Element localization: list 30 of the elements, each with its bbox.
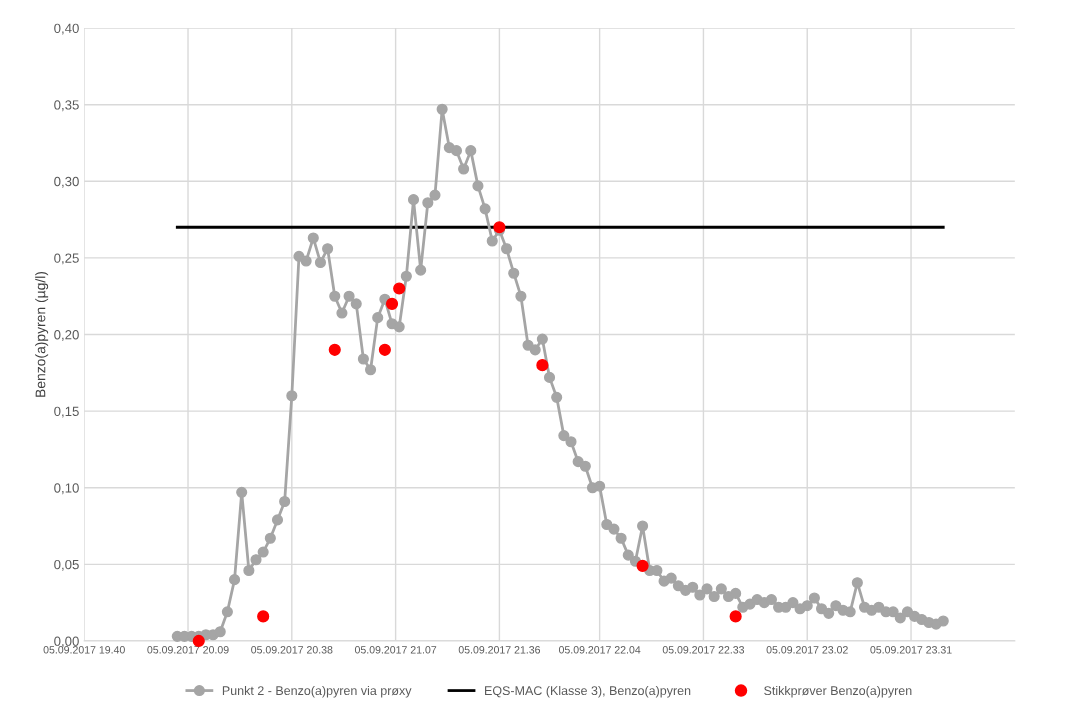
x-tick-label: 05.09.2017 21.36 — [458, 646, 541, 654]
point — [729, 610, 742, 623]
x-tick-label: 05.09.2017 21.07 — [354, 646, 437, 654]
point — [636, 559, 649, 572]
x-tick-label: 05.09.2017 23.31 — [870, 646, 952, 654]
legend-label: Stikkprøver Benzo(a)pyren — [764, 685, 912, 698]
point — [378, 343, 391, 356]
x-tick-label: 05.09.2017 22.33 — [662, 646, 745, 654]
x-tick-label: 05.09.2017 19.40 — [43, 646, 125, 654]
point — [328, 343, 341, 356]
y-tick-label: 0,05 — [54, 559, 79, 571]
y-tick-label: 0,35 — [54, 100, 79, 112]
x-tick-label: 05.09.2017 20.09 — [147, 646, 229, 654]
y-axis-title: Benzo(a)pyren (µg/l) — [35, 271, 49, 397]
legend-label: EQS-MAC (Klasse 3), Benzo(a)pyren — [485, 685, 691, 698]
x-tick-label: 05.09.2017 20.38 — [251, 646, 333, 654]
legend-label: Punkt 2 - Benzo(a)pyren via prøxy — [222, 685, 412, 698]
point — [257, 610, 270, 623]
y-tick-label: 0,25 — [54, 253, 79, 265]
y-tick-label: 0,15 — [54, 406, 79, 418]
y-tick-label: 0,00 — [54, 636, 79, 648]
x-tick-label: 05.09.2017 23.02 — [766, 646, 848, 654]
y-tick-label: 0,30 — [54, 176, 79, 188]
point — [536, 359, 549, 372]
point — [393, 282, 406, 295]
y-tick-label: 0,20 — [54, 330, 79, 341]
x-tick-label: 05.09.2017 22.04 — [558, 646, 641, 654]
y-tick-label: 0,40 — [54, 23, 79, 35]
point — [385, 297, 399, 310]
y-tick-label: 0,10 — [54, 483, 79, 495]
